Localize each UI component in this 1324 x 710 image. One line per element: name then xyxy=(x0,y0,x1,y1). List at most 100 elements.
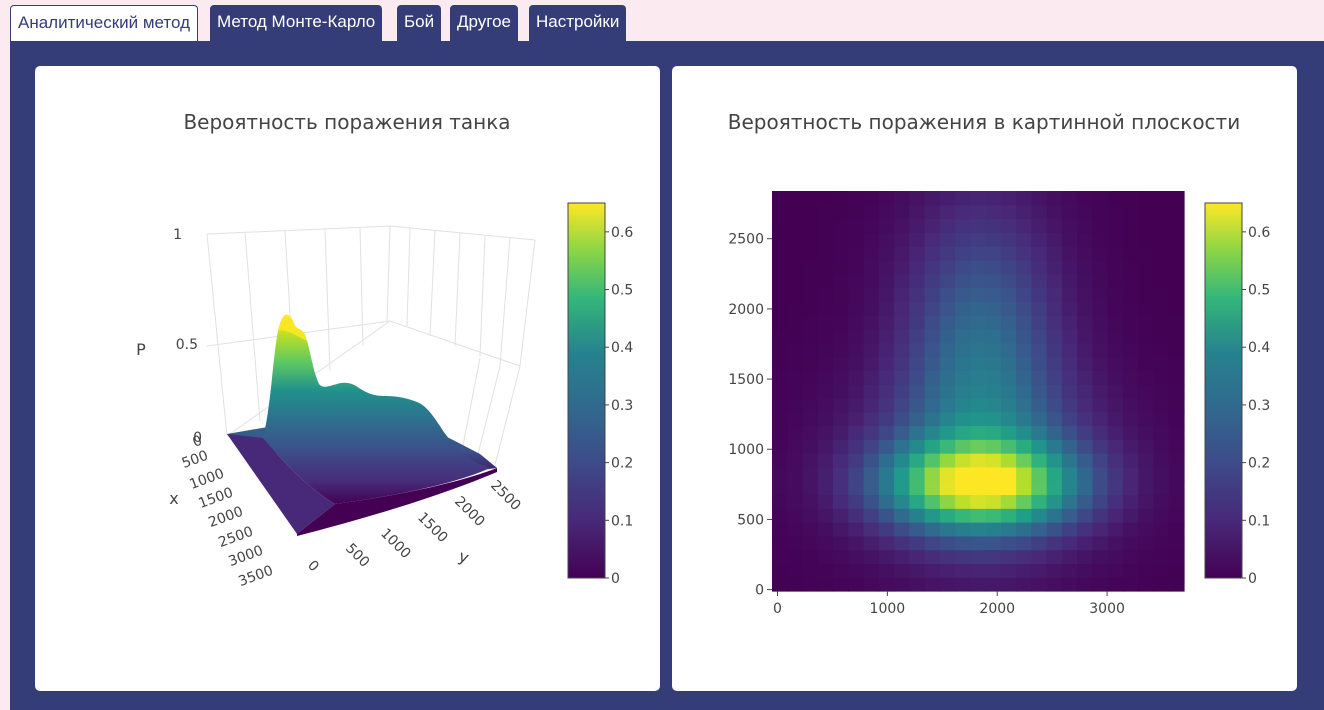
heatmap-cell xyxy=(1153,315,1170,330)
heatmap-cell xyxy=(1061,425,1078,440)
heatmap-cell xyxy=(833,508,849,523)
heatmap-cell xyxy=(1031,384,1048,399)
heatmap-cell xyxy=(1031,273,1048,289)
heatmap-cell xyxy=(1153,342,1170,358)
x-tick-label: 1000 xyxy=(870,601,906,617)
heatmap-cell xyxy=(1153,397,1170,413)
heatmap-cell xyxy=(817,259,834,275)
tab-other[interactable]: Другое xyxy=(450,5,519,42)
heatmap-cell xyxy=(787,466,804,482)
heatmap-cell xyxy=(863,328,880,344)
heatmap-cell xyxy=(1000,453,1017,468)
heatmap-cell xyxy=(802,356,819,371)
heatmap-cell xyxy=(1168,342,1185,358)
heatmap-cell xyxy=(1016,328,1033,344)
colorbar-tick-label: 0.5 xyxy=(1248,283,1270,299)
heatmap-cell xyxy=(1031,287,1048,302)
heatmap-cell xyxy=(1000,273,1017,289)
heatmap-cell xyxy=(863,384,880,399)
heatmap-cell xyxy=(802,494,819,509)
heatmap-cell xyxy=(863,246,880,261)
heatmap-cell xyxy=(955,259,971,275)
heatmap-cell xyxy=(802,522,819,537)
heatmap-cell xyxy=(787,480,804,496)
heatmap-cell xyxy=(894,315,910,330)
heatmap-cell xyxy=(772,191,788,206)
heatmap-cell xyxy=(1153,453,1170,468)
heatmap-cell xyxy=(1061,508,1078,523)
heatmap-cell xyxy=(955,425,971,440)
heatmap-cell xyxy=(924,563,941,578)
heatmap-cell xyxy=(863,508,880,523)
heatmap-cell xyxy=(1122,397,1139,413)
heatmap-cell xyxy=(970,508,987,523)
heatmap-cell xyxy=(1122,315,1139,330)
heatmap-cell xyxy=(1000,301,1017,316)
heatmap-cell xyxy=(878,508,895,523)
heatmap-cell xyxy=(1000,328,1017,344)
heatmap-cell xyxy=(924,453,941,468)
heatmap-cell xyxy=(939,522,956,537)
heatmap-cell xyxy=(787,218,804,233)
heatmap-cell xyxy=(955,273,971,289)
heatmap-cell xyxy=(833,384,849,399)
heatmap-cell xyxy=(772,439,788,454)
heatmap-cell xyxy=(970,549,987,565)
heatmap-cell xyxy=(1092,315,1109,330)
heatmap-cell xyxy=(894,439,910,454)
heatmap-cell xyxy=(1000,494,1017,509)
z-tick: 0.5 xyxy=(176,337,198,353)
heatmap-cell xyxy=(1107,535,1124,551)
heatmap-cell xyxy=(1061,384,1078,399)
tab-settings[interactable]: Настройки xyxy=(529,5,627,42)
heatmap-cell xyxy=(1153,549,1170,565)
heatmap-cell xyxy=(817,232,834,247)
heatmap-cell xyxy=(939,259,956,275)
heatmap-cell xyxy=(1061,535,1078,551)
heatmap-cell xyxy=(1153,425,1170,440)
heatmap-cell xyxy=(1061,287,1078,302)
heatmap-cell xyxy=(970,232,987,247)
tab-monte-carlo[interactable]: Метод Монте-Карло xyxy=(210,5,383,42)
heatmap-cell xyxy=(802,370,819,385)
heatmap-cell xyxy=(909,535,926,551)
tab-analytical-method[interactable]: Аналитический метод xyxy=(10,5,199,42)
heatmap-cell xyxy=(970,535,987,551)
surface-colorbar-ticks: 0 0.1 0.2 0.3 0.4 0.5 0.6 xyxy=(605,225,633,587)
heatmap-cell xyxy=(955,301,971,316)
heatmap-cell xyxy=(1153,273,1170,289)
heatmap-cell xyxy=(1046,535,1063,551)
heatmap-cell xyxy=(939,384,956,399)
heatmap-cell xyxy=(1107,315,1124,330)
heatmap-cell xyxy=(970,384,987,399)
heatmap-cell xyxy=(878,397,895,413)
heatmap-cell xyxy=(985,522,1002,537)
heatmap-cell xyxy=(833,535,849,551)
heatmap-cell xyxy=(1122,218,1139,233)
heatmap-cell xyxy=(970,273,987,289)
heatmap-cell xyxy=(1000,508,1017,523)
heatmap-cell xyxy=(1092,273,1109,289)
heatmap-cell xyxy=(1016,411,1033,427)
heatmap-cell xyxy=(787,232,804,247)
heatmap-cell xyxy=(955,315,971,330)
heatmap-cell xyxy=(985,218,1002,233)
heatmap-cell xyxy=(1031,191,1048,206)
heatmap-cell xyxy=(985,411,1002,427)
heatmap-cell xyxy=(955,218,971,233)
tab-battle[interactable]: Бой xyxy=(397,5,442,42)
heatmap-cell xyxy=(985,315,1002,330)
heatmap-cell xyxy=(955,508,971,523)
heatmap-cell xyxy=(1016,191,1033,206)
heatmap-plot[interactable]: Вероятность поражения в картинной плоско… xyxy=(672,66,1297,691)
heatmap-cell xyxy=(1138,494,1155,509)
heatmap-cell xyxy=(985,246,1002,261)
heatmap-cell xyxy=(863,397,880,413)
heatmap-cell xyxy=(924,411,941,427)
heatmap-cell xyxy=(1153,204,1170,220)
surface-plot[interactable]: Вероятность поражения танка xyxy=(35,66,660,691)
heatmap-cell xyxy=(894,508,910,523)
heatmap-cell xyxy=(817,218,834,233)
heatmap-cell xyxy=(1138,246,1155,261)
colorbar-tick-label: 0.6 xyxy=(1248,225,1270,241)
